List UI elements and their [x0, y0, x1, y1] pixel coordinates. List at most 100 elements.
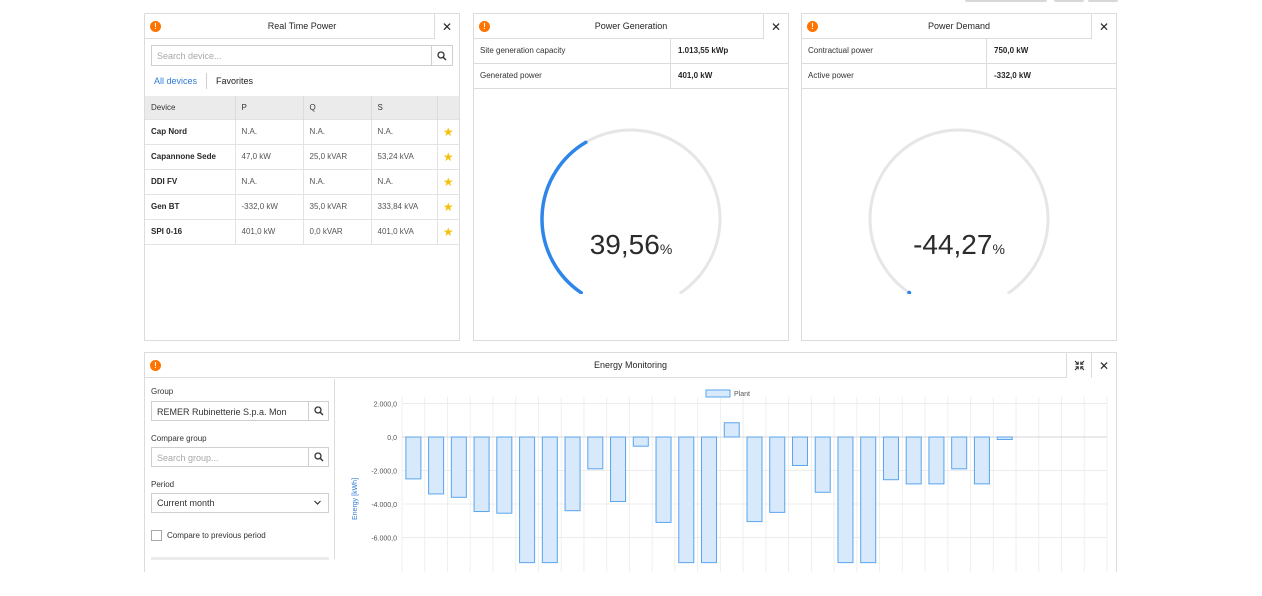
close-button[interactable]: ✕: [1091, 14, 1116, 39]
y-tick-label: 2.000,0: [374, 402, 397, 409]
y-tick-label: -4.000,0: [371, 502, 397, 509]
search-input[interactable]: [152, 46, 432, 66]
table-row[interactable]: DDI FV N.A. N.A. N.A. ★: [145, 168, 459, 194]
column-header-device[interactable]: Device: [145, 96, 236, 119]
table-row[interactable]: Gen BT -332,0 kW 35,0 kVAR 333,84 kVA ★: [145, 193, 459, 219]
bar: [564, 436, 581, 512]
panel-header: ! Power Demand ✕: [802, 14, 1116, 39]
close-icon: ✕: [1098, 358, 1110, 373]
panel-title: Real Time Power: [267, 21, 337, 31]
panel-title: Energy Monitoring: [593, 360, 668, 370]
tab-favorites[interactable]: Favorites: [206, 73, 262, 89]
kv-label: Active power: [808, 71, 854, 80]
energy-bar-chart: 2.000,0 0,0 -2.000,0 -4.000,0 -6.000,0 Energy…: [352, 389, 1108, 572]
column-header-p[interactable]: P: [235, 96, 304, 119]
y-tick-label: -2.000,0: [371, 469, 397, 476]
energy-monitoring-panel: ! Energy Monitoring ✕ Group Compare grou…: [144, 352, 1117, 572]
favorite-star-icon[interactable]: ★: [442, 124, 454, 139]
gauge-track: [868, 128, 1050, 295]
table-row[interactable]: Capannone Sede 47,0 kW 25,0 kVAR 53,24 k…: [145, 143, 459, 169]
warning-icon[interactable]: !: [150, 21, 161, 32]
table-row[interactable]: SPI 0-16 401,0 kW 0,0 kVAR 401,0 kVA ★: [145, 218, 459, 245]
kv-label: Generated power: [480, 71, 542, 80]
cell-q: 25,0 kVAR: [303, 143, 372, 169]
panel-title: Power Generation: [594, 21, 668, 31]
cell-p: N.A.: [235, 118, 304, 144]
favorite-star-icon[interactable]: ★: [442, 224, 454, 239]
search-icon: [437, 50, 447, 60]
top-toolbar-stub: [1088, 0, 1118, 2]
panel-header: ! Power Generation ✕: [474, 14, 788, 39]
compare-group-input[interactable]: [152, 449, 302, 467]
kv-row-capacity: Site generation capacity 1.013,55 kWp: [474, 39, 788, 64]
compare-search-button[interactable]: [308, 448, 328, 466]
power-generation-panel: ! Power Generation ✕ Site generation cap…: [473, 13, 789, 341]
favorite-star-icon[interactable]: ★: [442, 174, 454, 189]
cell-s: 53,24 kVA: [371, 143, 438, 169]
warning-icon[interactable]: !: [479, 21, 490, 32]
panel-header: ! Real Time Power ✕: [145, 14, 459, 39]
realtime-power-panel: ! Real Time Power ✕ All devices Favorite…: [144, 13, 460, 341]
bar: [701, 436, 718, 564]
compare-previous-label: Compare to previous period: [167, 531, 266, 540]
warning-icon[interactable]: !: [807, 21, 818, 32]
bar: [655, 436, 672, 523]
action-buttons-stub: [151, 557, 329, 560]
cell-s: N.A.: [371, 118, 438, 144]
kv-label: Contractual power: [808, 46, 873, 55]
group-label: Group: [151, 387, 174, 396]
table-header-row: Device P Q S: [145, 96, 459, 119]
kv-row-generated: Generated power 401,0 kW: [474, 64, 788, 89]
compare-previous-checkbox[interactable]: [151, 530, 162, 541]
close-button[interactable]: ✕: [763, 14, 788, 39]
favorite-star-icon[interactable]: ★: [442, 199, 454, 214]
tab-all-devices[interactable]: All devices: [154, 76, 198, 86]
bar: [428, 436, 445, 495]
column-header-q[interactable]: Q: [303, 96, 372, 119]
warning-icon[interactable]: !: [150, 360, 161, 371]
cell-device: Capannone Sede: [145, 143, 236, 169]
bar: [678, 436, 695, 564]
cell-q: 35,0 kVAR: [303, 193, 372, 219]
gauge-value: 39,56%: [589, 229, 673, 260]
bar: [519, 436, 536, 564]
kv-row-active: Active power -332,0 kW: [802, 64, 1116, 89]
top-toolbar-stub: [965, 0, 1047, 2]
bar: [473, 436, 490, 513]
bar: [769, 436, 786, 513]
power-demand-panel: ! Power Demand ✕ Contractual power 750,0…: [801, 13, 1117, 341]
chevron-down-icon: [314, 500, 321, 505]
bar: [928, 436, 945, 485]
favorite-star-icon[interactable]: ★: [442, 149, 454, 164]
group-search-button[interactable]: [308, 402, 328, 420]
column-header-s[interactable]: S: [371, 96, 438, 119]
group-field: [151, 401, 329, 421]
close-button[interactable]: ✕: [434, 14, 459, 39]
energy-filters: Group Compare group Period Current month…: [145, 379, 335, 560]
device-tabs: All devices Favorites: [154, 73, 262, 89]
kv-value: -332,0 kW: [994, 71, 1031, 80]
cell-p: -332,0 kW: [235, 193, 304, 219]
collapse-button[interactable]: [1066, 353, 1091, 378]
gauge-fill: [907, 290, 912, 295]
search-button[interactable]: [431, 46, 452, 65]
cell-p: 47,0 kW: [235, 143, 304, 169]
close-icon: ✕: [1098, 19, 1110, 34]
bar: [610, 436, 627, 502]
cell-s: 333,84 kVA: [371, 193, 438, 219]
cell-device: DDI FV: [145, 168, 236, 194]
legend-swatch: [705, 389, 731, 398]
generation-gauge: 39,56%: [531, 114, 731, 295]
bar: [587, 436, 604, 470]
cell-q: N.A.: [303, 118, 372, 144]
close-button[interactable]: ✕: [1091, 353, 1116, 378]
kv-value: 1.013,55 kWp: [678, 46, 729, 55]
table-row[interactable]: Cap Nord N.A. N.A. N.A. ★: [145, 118, 459, 144]
gauge-value: -44,27%: [913, 229, 1005, 260]
cell-device: Gen BT: [145, 193, 236, 219]
period-select[interactable]: Current month: [151, 493, 329, 513]
bar: [814, 436, 831, 493]
y-tick-label: -6.000,0: [371, 536, 397, 543]
group-input[interactable]: [152, 403, 302, 421]
column-header-favorite: [437, 96, 459, 119]
